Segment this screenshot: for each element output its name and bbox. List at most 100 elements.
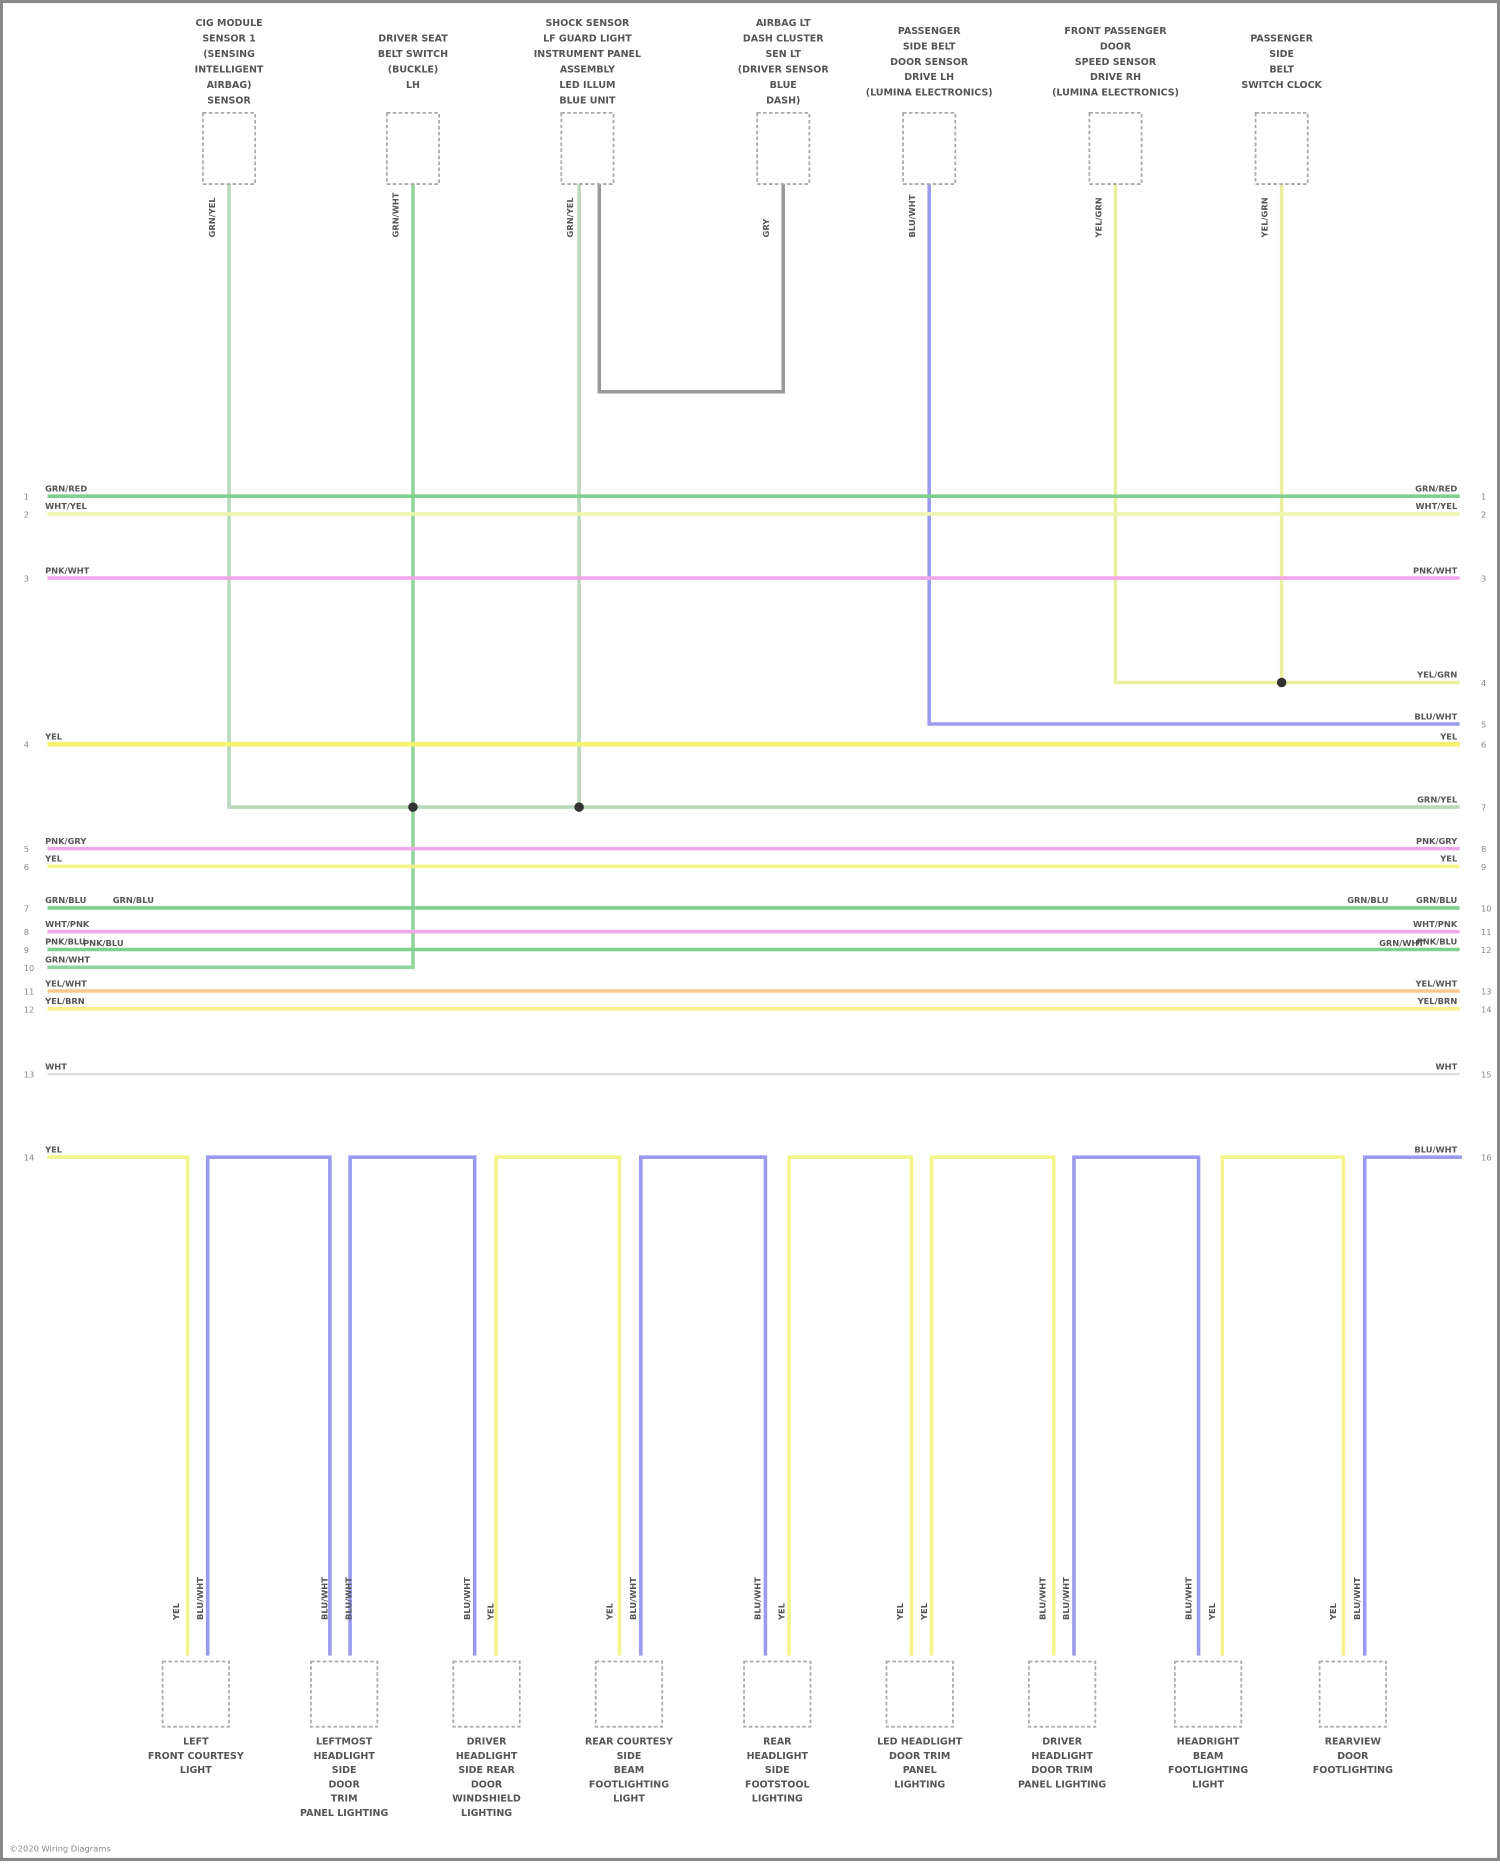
wire-label: YEL/GRN [1416, 670, 1457, 680]
wire-label: BLU/WHT [907, 194, 917, 237]
wire-gray-loop [597, 184, 786, 394]
pin-number: 13 [1481, 987, 1492, 997]
component-label: INTELLIGENT [195, 65, 264, 76]
component-label: PASSENGER [898, 26, 961, 37]
component-label: LIGHT [1192, 1779, 1224, 1790]
pin-number: 3 [24, 574, 29, 584]
pin-number: 7 [1481, 803, 1486, 813]
pin-number: 9 [24, 945, 29, 955]
wire-label: YEL [895, 1602, 905, 1621]
wire-label: BLU/WHT [1061, 1577, 1071, 1620]
pin-number: 8 [1481, 844, 1486, 854]
diagram-labels: CIG MODULE SENSOR 1 (SENSING INTELLIGENT AIR… [24, 18, 1492, 1819]
component-label: DOOR TRIM [889, 1751, 950, 1762]
pin-number: 16 [1481, 1153, 1492, 1163]
wire-label: GRN/RED [1415, 483, 1457, 493]
connector-icon [1254, 111, 1309, 185]
pin-number: 14 [1481, 1004, 1492, 1014]
connector-icon [1318, 1660, 1387, 1728]
component-label: DASH CLUSTER [743, 34, 824, 45]
wire-label: GRN/RED [45, 483, 87, 493]
component-label: PANEL LIGHTING [300, 1808, 388, 1819]
wire-label: PNK/WHT [1413, 565, 1458, 575]
component-label: INSTRUMENT PANEL [534, 49, 641, 60]
component-label: (LUMINA ELECTRONICS) [866, 88, 993, 99]
bottom-component: BLU/WHT YEL HEADRIGHT BEAM FOOTLIGHTING LIGHT [1168, 1577, 1248, 1791]
component-label: LED ILLUM [559, 80, 615, 91]
pin-number: 13 [24, 1070, 35, 1080]
connector-icon [756, 111, 811, 185]
wire-label: GRN/WHT [391, 192, 401, 237]
wire-sensor-ground [227, 184, 1460, 809]
component-label: FOOTLIGHTING [1168, 1765, 1248, 1776]
pin-number: 9 [1481, 862, 1486, 872]
wire-label: GRY [761, 218, 771, 238]
wire-label: BLU/WHT [1037, 1577, 1047, 1620]
component-label: LIGHTING [894, 1779, 945, 1790]
wire-label: GRN/YEL [207, 197, 217, 238]
top-wires [47, 184, 1460, 970]
splice-label: GRN/BLU [113, 895, 154, 905]
wire-label: GRN/BLU [1416, 895, 1457, 905]
wire-label: YEL [1207, 1602, 1217, 1621]
wire-front-pass [1113, 184, 1460, 685]
component-label: HEADLIGHT [313, 1751, 375, 1762]
wire-label: YEL [44, 731, 63, 741]
pin-number: 4 [1481, 678, 1486, 688]
pin-number: 10 [1481, 904, 1492, 914]
splice-label: GRN/WHT [1379, 938, 1424, 948]
component-label: SIDE [332, 1765, 357, 1776]
component-label: DOOR [1337, 1751, 1369, 1762]
component-label: PANEL [903, 1765, 937, 1776]
bottom-component: BLU/WHT BLU/WHT LEFTMOST HEADLIGHT SIDE DOOR T… [300, 1577, 388, 1819]
connector-icon [1027, 1660, 1097, 1728]
pin-number: 5 [1481, 720, 1486, 730]
component-label: LF GUARD LIGHT [543, 34, 632, 45]
bottom-component: BLU/WHT YEL REAR HEADLIGHT SIDE FOOTSTOOL LIGH… [743, 1577, 812, 1805]
wire-label: WHT/PNK [1413, 919, 1458, 929]
bottom-wires [47, 1155, 1463, 1656]
wire-seatbelt [47, 184, 415, 970]
pin-number: 6 [24, 862, 29, 872]
component-label: PASSENGER [1250, 34, 1313, 45]
wire-label: GRN/YEL [1417, 794, 1458, 804]
pin-number: 12 [1481, 945, 1492, 955]
component-label: FOOTLIGHTING [1313, 1765, 1393, 1776]
bus-lines [47, 494, 1460, 1076]
top-component: PASSENGER SIDE BELT SWITCH CLOCK YEL/GRN [1241, 34, 1322, 239]
connector-icon [202, 111, 257, 185]
top-component: PASSENGER SIDE BELT DOOR SENSOR DRIVE LH (LU… [866, 26, 993, 238]
bottom-component: YEL BLU/WHT LEFT FRONT COURTESY LIGHT [148, 1577, 244, 1776]
top-component: SHOCK SENSOR LF GUARD LIGHT INSTRUMENT PAN… [534, 18, 641, 237]
component-label: PANEL LIGHTING [1018, 1779, 1106, 1790]
wire-label: GRN/YEL [565, 197, 575, 238]
wire-label: YEL [171, 1602, 181, 1621]
component-label: SENSOR [207, 95, 251, 106]
pin-number: 1 [1481, 492, 1486, 502]
bottom-component: YEL BLU/WHT REAR COURTESY SIDE BEAM FOOTLIGHT… [585, 1577, 673, 1805]
pin-number: 10 [24, 963, 35, 973]
component-label: SIDE [1269, 49, 1294, 60]
pin-number: 2 [24, 510, 29, 520]
wire-label: WHT/YEL [1416, 501, 1458, 511]
wire-label: PNK/BLU [1417, 937, 1458, 947]
pin-number: 4 [24, 740, 29, 750]
component-label: (LUMINA ELECTRONICS) [1052, 88, 1179, 99]
component-label: DOOR [328, 1779, 360, 1790]
wire-label: BLU/WHT [1183, 1577, 1193, 1620]
top-component: CIG MODULE SENSOR 1 (SENSING INTELLIGENT AIR… [195, 18, 264, 237]
component-label: BLUE [770, 80, 797, 91]
splice-dot [1276, 677, 1287, 688]
wire-label: YEL [776, 1602, 786, 1621]
wire-label: BLU/WHT [462, 1577, 472, 1620]
wire-label: YEL [1439, 731, 1458, 741]
wire-label: GRN/BLU [45, 895, 86, 905]
connector-icon [885, 1660, 954, 1728]
connector-icon [452, 1660, 521, 1728]
wire-label: YEL [1328, 1602, 1338, 1621]
component-label: SHOCK SENSOR [545, 18, 630, 29]
wire-label: BLU/WHT [1414, 1144, 1457, 1154]
wire-label: BLU/WHT [753, 1577, 763, 1620]
wire-label: YEL/WHT [44, 978, 87, 988]
